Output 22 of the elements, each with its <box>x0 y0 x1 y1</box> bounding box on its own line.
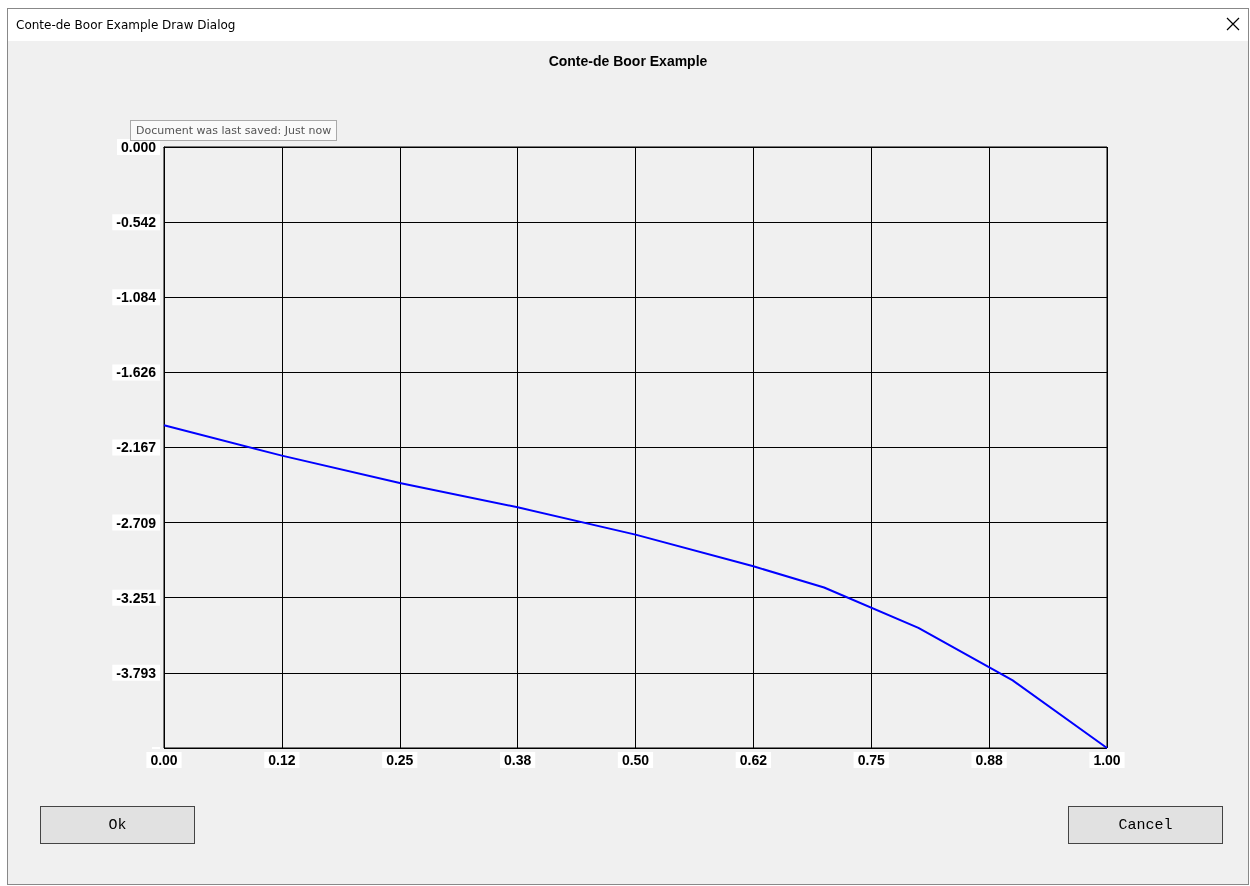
y-tick-label: -3.793 <box>116 664 157 681</box>
cancel-button[interactable]: Cancel <box>1068 806 1223 844</box>
text: Document was last saved: Just now <box>136 124 332 137</box>
y-tick-label: 0.000 <box>120 139 157 155</box>
x-tick-label: 0.62 <box>739 752 768 768</box>
x-tick-label: 0.38 <box>504 752 532 768</box>
y-tick-label: -2.709 <box>116 514 157 531</box>
x-tick-label: 0.75 <box>857 752 886 768</box>
x-tick-label: 0.25 <box>386 752 414 768</box>
y-tick-label: -0.542 <box>116 214 157 231</box>
chart-subtitle: Conte-de Boor Example Draw Dialog <box>16 18 236 32</box>
x-tick-label: 0.88 <box>975 752 1003 768</box>
x-tick-label: 0.00 <box>150 752 178 768</box>
x-tick-label: 0.50 <box>621 752 650 768</box>
x-tick-label: 0.12 <box>268 752 296 768</box>
ok-button[interactable]: Ok <box>40 806 195 844</box>
y-tick-label: -3.251 <box>116 589 157 606</box>
y-tick-label: -1.626 <box>116 364 157 381</box>
chart-title: Conte-de Boor Example <box>548 53 708 69</box>
x-tick-label: 1.00 <box>1093 752 1121 768</box>
y-tick-label: -2.167 <box>116 439 157 456</box>
y-tick-label: -1.084 <box>116 289 157 306</box>
